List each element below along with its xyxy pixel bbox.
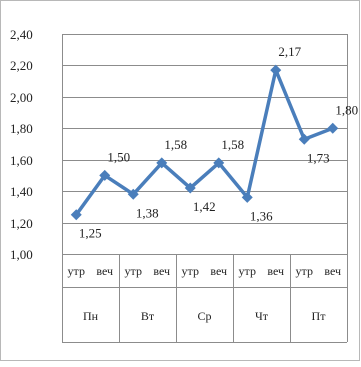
x-group-label: Вт xyxy=(141,309,155,323)
series-line xyxy=(70,64,339,221)
y-tick-label: 1,60 xyxy=(10,153,33,168)
y-tick-label: 1,00 xyxy=(10,247,33,262)
series-line xyxy=(74,68,334,216)
x-tick-label: утр xyxy=(182,264,199,278)
data-label: 1,50 xyxy=(107,149,130,164)
data-label: 1,38 xyxy=(136,205,159,220)
y-tick-label: 2,40 xyxy=(10,27,33,42)
x-tick-label: веч xyxy=(324,264,341,278)
gridlines xyxy=(62,34,348,342)
x-tick-label: утр xyxy=(125,264,142,278)
x-tick-label: утр xyxy=(68,264,85,278)
data-label: 1,80 xyxy=(335,102,358,117)
data-point xyxy=(298,133,310,145)
data-point xyxy=(127,188,139,200)
x-tick-label: веч xyxy=(153,264,170,278)
data-label: 1,58 xyxy=(221,137,244,152)
data-point xyxy=(270,64,282,76)
y-tick-label: 1,40 xyxy=(10,184,33,199)
x-group-label: Чт xyxy=(255,309,269,323)
data-point xyxy=(99,169,111,181)
x-group-label: Пт xyxy=(312,309,327,323)
x-tick-label: веч xyxy=(267,264,284,278)
x-tick-label: утр xyxy=(296,264,313,278)
data-point xyxy=(184,182,196,194)
data-labels: 1,25 1,50 1,38 1,58 1,42 1,58 1,36 2,17 1,73 1,80 xyxy=(79,44,358,241)
y-tick-label: 1,80 xyxy=(10,121,33,136)
data-label: 1,42 xyxy=(193,199,216,214)
data-point xyxy=(241,191,253,203)
data-label: 1,58 xyxy=(164,137,187,152)
y-tick-label: 2,20 xyxy=(10,58,33,73)
x-tick-label: веч xyxy=(210,264,227,278)
data-label: 2,17 xyxy=(278,44,301,59)
x-tick-label: веч xyxy=(96,264,113,278)
data-label: 1,36 xyxy=(250,208,273,223)
y-tick-label: 2,00 xyxy=(10,90,33,105)
data-point xyxy=(70,209,82,221)
data-point xyxy=(213,157,225,169)
y-tick-label: 1,20 xyxy=(10,216,33,231)
x-tick-label: утр xyxy=(239,264,256,278)
data-label: 1,25 xyxy=(79,226,102,241)
y-axis-ticks: 1,00 1,20 1,40 1,60 1,80 2,00 2,20 2,40 xyxy=(10,27,33,262)
x-group-label: Пн xyxy=(83,309,99,323)
data-point xyxy=(156,157,168,169)
data-point xyxy=(327,122,339,134)
data-label: 1,73 xyxy=(307,150,330,165)
x-group-label: Ср xyxy=(197,309,211,323)
